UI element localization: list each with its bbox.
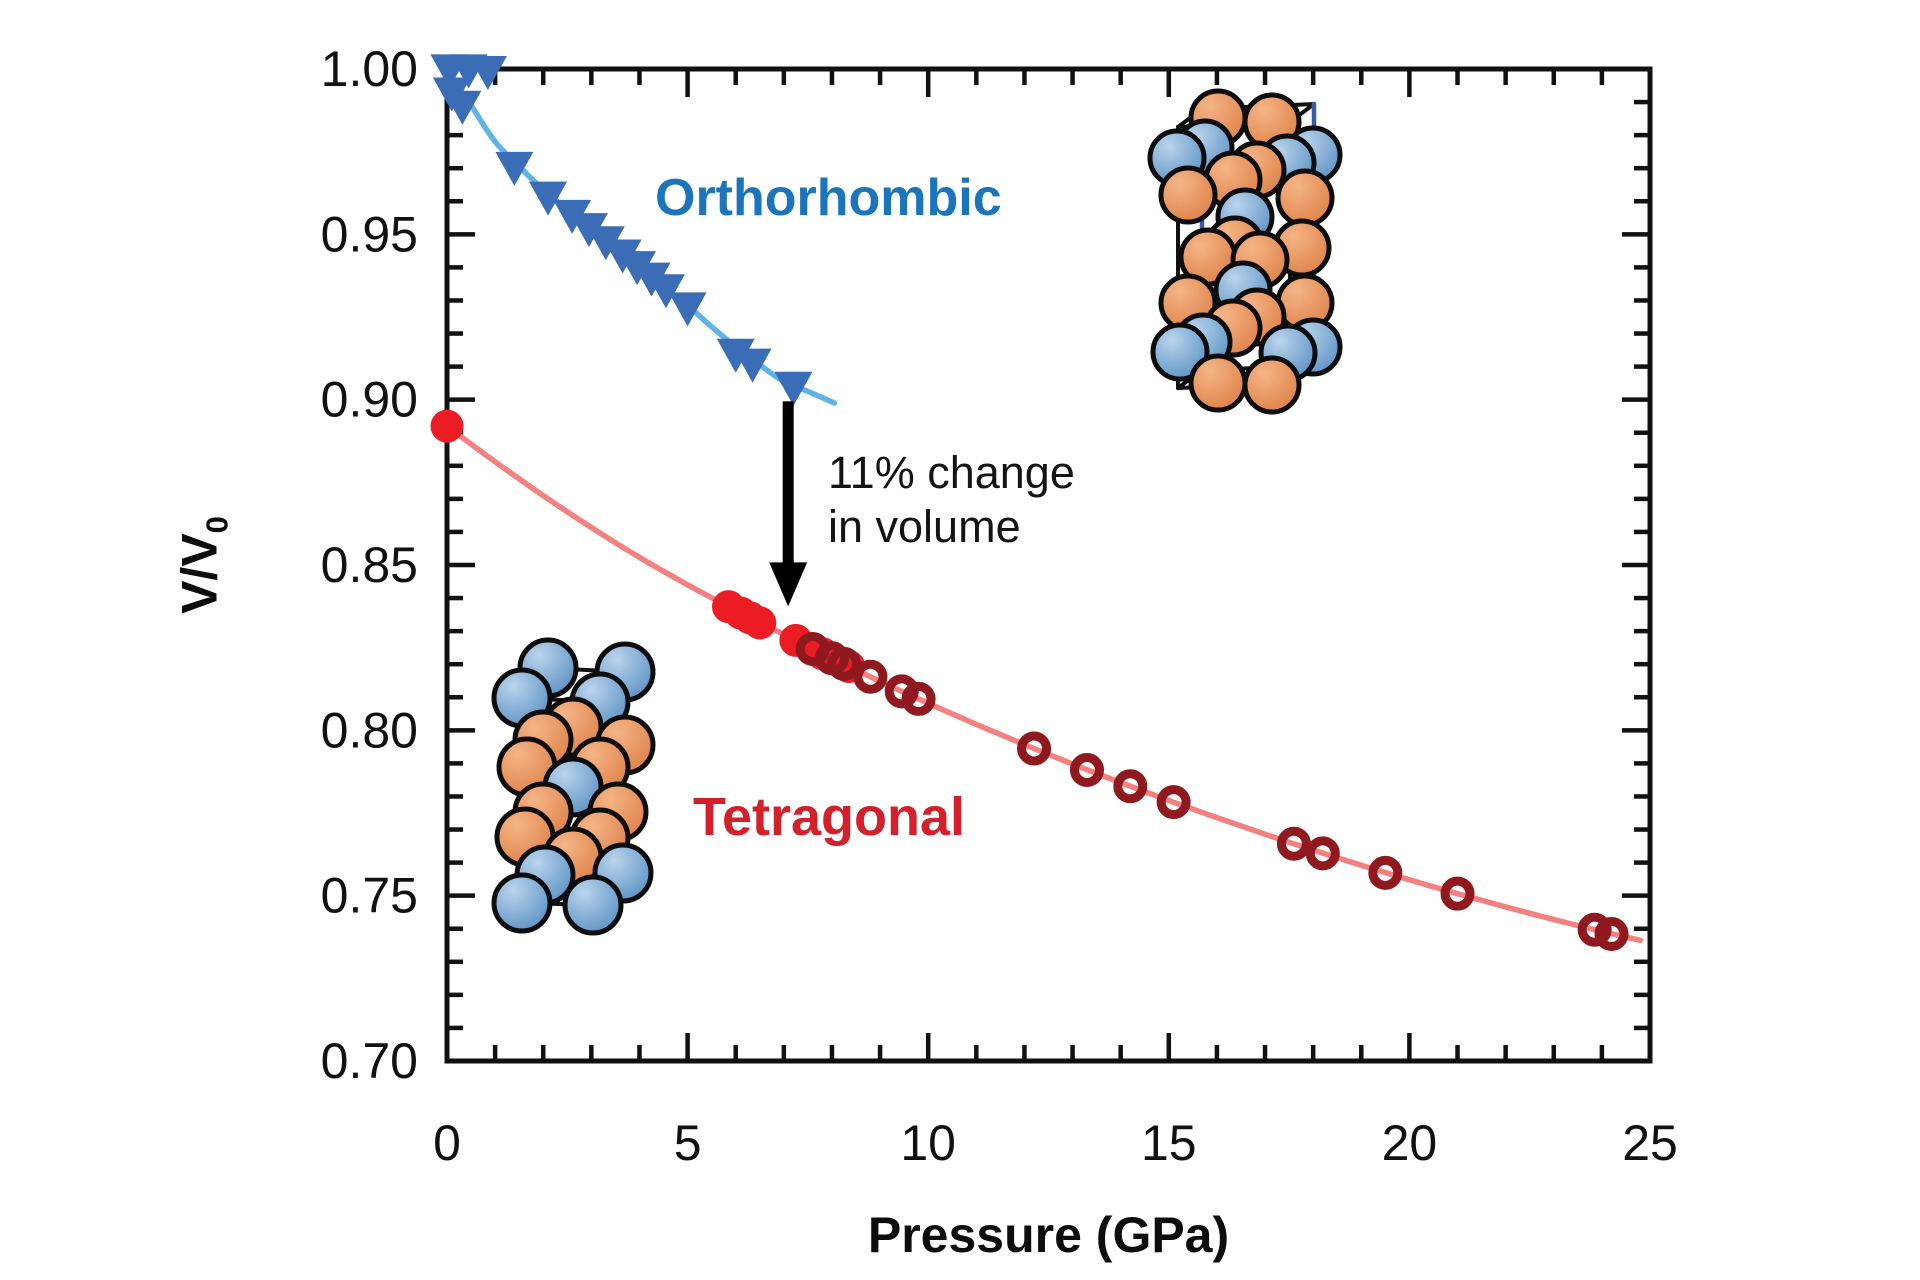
tetragonal-data-open-symbols-	[795, 631, 1629, 952]
blue-atom	[1150, 322, 1210, 382]
tetragonal-filled-marker	[430, 409, 464, 443]
tetragonal-filled-marker	[743, 606, 777, 640]
tetragonal-open-marker	[1069, 753, 1104, 788]
y-tick-label: 1.00	[321, 41, 418, 97]
orthorhombic-data-marker	[733, 348, 772, 383]
tetragonal-open-marker	[1156, 785, 1191, 820]
blue-atom	[491, 872, 553, 934]
x-tick-label: 10	[900, 1115, 956, 1171]
arrow-stem	[782, 401, 794, 567]
volume-change-arrow	[769, 401, 808, 607]
tetragonal-phase-label: Tetragonal	[693, 787, 966, 847]
y-axis-title-main: V/V	[171, 533, 228, 614]
orthorhombic-fit-line	[444, 66, 838, 406]
tetragonal-open-marker	[1577, 912, 1612, 947]
orthorhombic-data-marker	[443, 90, 482, 125]
fit-line	[444, 66, 838, 406]
tetragonal-open-marker	[1368, 855, 1403, 890]
orange-atom	[1275, 168, 1335, 228]
tetragonal-open-marker	[1305, 836, 1340, 871]
orthorhombic-data-marker	[774, 371, 813, 406]
orthorhombic-unit-cell	[1147, 88, 1343, 415]
volume-change-note-line1: 11% change	[828, 447, 1075, 498]
orange-atom	[1242, 355, 1302, 415]
y-tick-label: 0.90	[321, 372, 418, 428]
orthorhombic-data-marker	[468, 56, 507, 90]
plot-frame	[444, 66, 1653, 1064]
x-axis-title: Pressure (GPa)	[867, 1207, 1230, 1263]
x-tick-label: 0	[433, 1115, 461, 1171]
orange-atom	[1188, 353, 1248, 413]
x-tick-label: 5	[674, 1115, 702, 1171]
tetragonal-open-marker	[901, 681, 936, 716]
y-axis-title-sub: 0	[199, 516, 235, 534]
y-tick-label: 0.85	[321, 537, 418, 593]
orthorhombic-data-marker	[668, 292, 707, 327]
orthorhombic-phase-label: Orthorhombic	[655, 169, 1002, 227]
volume-change-note: 11% change in volume	[828, 446, 1075, 554]
y-tick-label: 0.75	[321, 868, 418, 924]
tetragonal-open-marker	[1594, 917, 1629, 952]
tetragonal-open-marker	[1440, 876, 1475, 911]
tetragonal-open-marker	[853, 659, 888, 694]
tetragonal-unit-cell	[491, 637, 656, 936]
x-tick-label: 15	[1141, 1115, 1197, 1171]
orthorhombic-data-marker	[495, 151, 534, 186]
arrow-head	[769, 562, 808, 607]
x-tick-label: 25	[1622, 1115, 1678, 1171]
y-tick-label: 0.70	[321, 1033, 418, 1089]
orthorhombic-data-marker	[716, 338, 755, 373]
tetragonal-open-marker	[826, 646, 861, 681]
tetragonal-open-marker	[1276, 826, 1311, 861]
orthorhombic-data-marker	[529, 181, 568, 216]
blue-atom	[562, 874, 624, 936]
orthorhombic-data	[430, 54, 813, 406]
orthorhombic-data-marker	[646, 274, 685, 309]
tetragonal-open-marker	[1113, 769, 1148, 804]
y-axis-title: V/V0	[171, 516, 236, 614]
y-tick-label: 0.80	[321, 702, 418, 758]
volume-change-note-line2: in volume	[828, 501, 1021, 552]
tetragonal-open-marker	[1017, 731, 1052, 766]
axes: 0 5 10 15 20 25 0.70 0.75 0.80 0.85 0.90 0.95 1.00	[321, 41, 1678, 1171]
y-tick-label: 0.95	[321, 206, 418, 262]
orange-atom	[1158, 165, 1218, 225]
x-tick-label: 20	[1382, 1115, 1438, 1171]
